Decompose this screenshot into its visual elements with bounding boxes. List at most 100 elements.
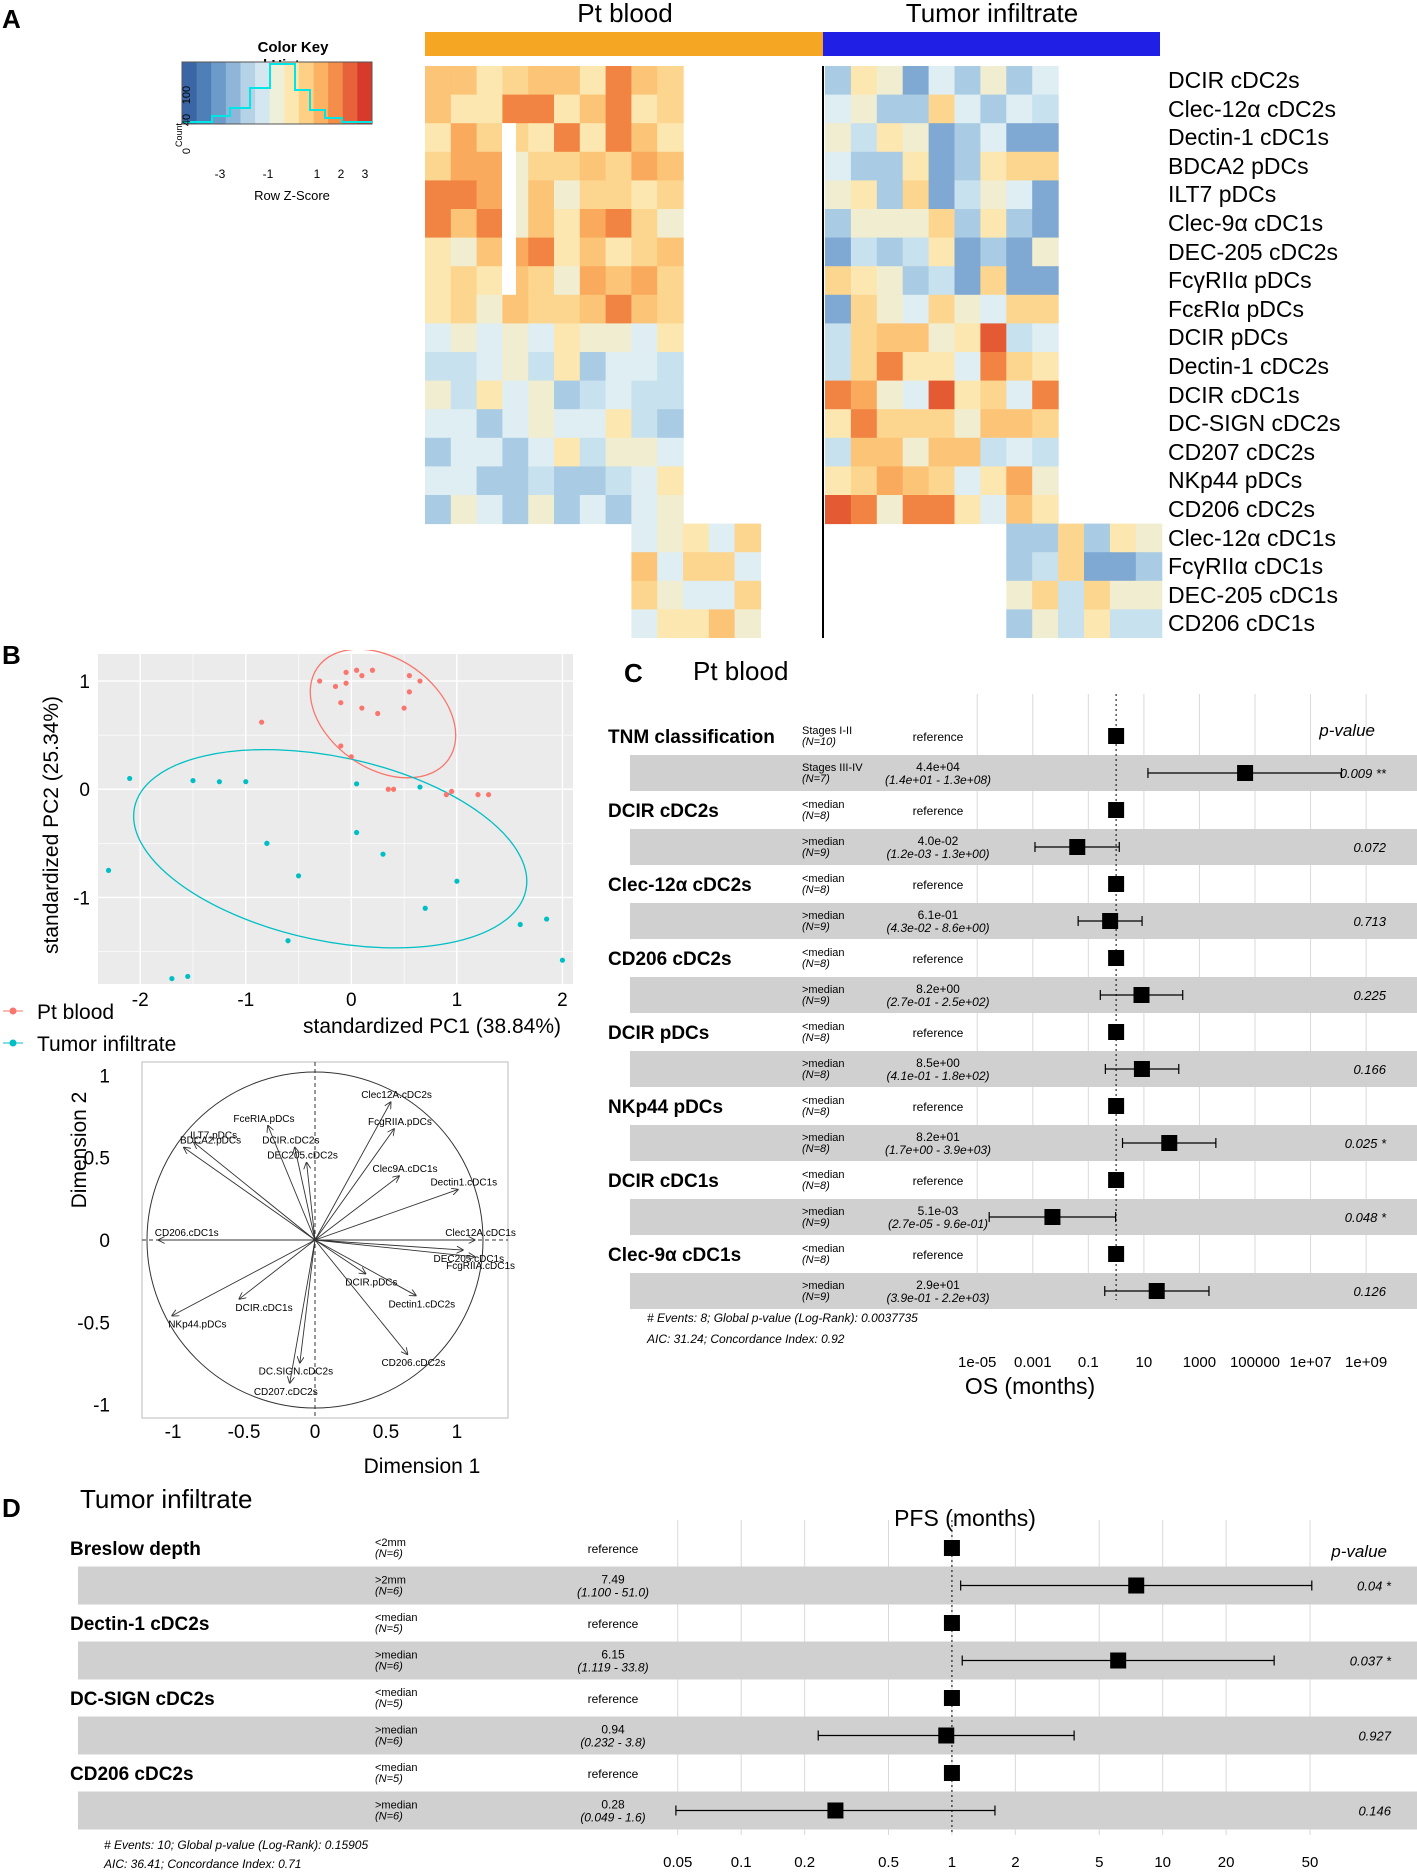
forest-ci: (2.7e-05 - 9.6e-01) [888, 1217, 988, 1231]
loading-vector [314, 1239, 365, 1274]
loading-vector [295, 1148, 316, 1241]
heatmap-cell [450, 266, 478, 296]
heatmap-cell [902, 180, 930, 210]
heatmap-cell [902, 294, 930, 324]
pca-point-tumor [454, 878, 460, 884]
pca-point-blood [343, 680, 349, 686]
forest-group-label: <median [802, 799, 845, 811]
heatmap-cell [1032, 580, 1059, 610]
count-tick: 100 [181, 86, 193, 104]
heatmap-cell [1032, 466, 1059, 496]
loading-label: DCIR.cDC2s [262, 1136, 319, 1147]
heatmap-cell [850, 266, 878, 296]
heatmap-cell [579, 66, 607, 96]
forest-pvalue: 0.037 * [1350, 1654, 1392, 1669]
pca-point-blood [332, 683, 339, 690]
forest-group-n: (N=6) [375, 1736, 403, 1748]
heatmap-cell [657, 495, 684, 525]
loading-label: FcgRIIA.pDCs [368, 1117, 432, 1128]
heatmap-cell [657, 94, 684, 124]
forest-row-band [630, 903, 1417, 939]
heatmap-cell [928, 495, 956, 525]
heatmap-row-label: CD207 cDC2s [1168, 438, 1315, 465]
heatmap-cell [605, 151, 633, 181]
forest-c-xlabel: OS (months) [965, 1373, 1095, 1399]
heatmap-cell [902, 266, 930, 296]
heatmap-cell [502, 94, 529, 124]
heatmap-cell [605, 466, 633, 496]
forest-variable-label: DCIR cDC2s [608, 801, 719, 822]
pca-point-blood [449, 788, 455, 795]
pca-point-blood [375, 710, 381, 717]
color-key-swatch [342, 62, 358, 124]
panel-d-title: Tumor infiltrate [80, 1484, 253, 1514]
heatmap-row-label: FcγRIIα cDC1s [1168, 553, 1324, 580]
forest-variable-label: Breslow depth [70, 1539, 201, 1560]
forest-ci: (1.119 - 33.8) [577, 1661, 648, 1675]
heatmap-cell [657, 66, 684, 96]
heatmap-cell [554, 380, 581, 410]
pca-point-blood [338, 743, 344, 749]
forest-group-n: (N=8) [802, 810, 830, 822]
heatmap-cell [1109, 580, 1137, 610]
heatmap-cell [980, 323, 1007, 353]
heatmap-cell [876, 180, 904, 210]
heatmap-cell [425, 209, 452, 239]
forest-hr: 8.5e+00 [916, 1056, 960, 1070]
heatmap-cell [980, 209, 1007, 239]
heatmap-cell [708, 580, 736, 610]
loading-label: Clec9A.cDC1s [372, 1164, 437, 1175]
forest-group-label: >median [802, 1058, 845, 1070]
panel-c-title: Pt blood [693, 656, 789, 686]
forest-reference: reference [913, 1248, 964, 1262]
forest-c-pvalue-header: p-value [1318, 721, 1375, 740]
heatmap-cell [1006, 66, 1033, 96]
heatmap-cell [657, 580, 684, 610]
heatmap-cell [825, 495, 852, 525]
forest-group-n: (N=6) [375, 1811, 403, 1823]
heatmap-cell [825, 66, 852, 96]
forest-reference: reference [588, 1617, 639, 1631]
heatmap-cell [980, 409, 1007, 439]
heatmap-cell [631, 352, 658, 382]
pca-xlabel: standardized PC1 (38.84%) [303, 1015, 561, 1038]
color-key-swatch [255, 62, 271, 124]
heatmap-row-label: DCIR cDC1s [1168, 381, 1300, 408]
heatmap-cell [476, 294, 504, 324]
forest-reference: reference [913, 730, 964, 744]
z-tick: -1 [263, 167, 274, 181]
forest-estimate-marker [1102, 913, 1119, 929]
heatmap-cell [928, 380, 956, 410]
heatmap-cell [850, 123, 878, 153]
forest-row-band [630, 977, 1417, 1013]
heatmap-cell [928, 180, 956, 210]
heatmap-cell [476, 466, 504, 496]
heatmap-cell [954, 380, 981, 410]
forest-group-n: (N=6) [375, 1661, 403, 1673]
heatmap-cell [579, 237, 607, 267]
heatmap-cell [928, 323, 956, 353]
heatmap-cell [579, 466, 607, 496]
forest-pvalue: 0.072 [1353, 840, 1386, 855]
heatmap-cell [528, 352, 555, 382]
loading-vector [300, 1239, 316, 1363]
heatmap-cell [954, 466, 981, 496]
heatmap-cell [554, 266, 581, 296]
heatmap-cell [476, 151, 504, 181]
z-tick: -3 [215, 167, 226, 181]
heatmap-cell [980, 151, 1007, 181]
forest-group-n: (N=8) [802, 1254, 830, 1266]
circle-xtick: 1 [452, 1422, 463, 1443]
forest-group-n: (N=8) [802, 1143, 830, 1155]
heatmap-cell [425, 409, 452, 439]
heatmap-cell [502, 409, 529, 439]
loading-label: ILT7.pDCs [190, 1131, 237, 1142]
loading-vector [314, 1239, 463, 1250]
heatmap-cell [579, 409, 607, 439]
heatmap-cell [605, 380, 633, 410]
color-key-swatch [225, 62, 241, 124]
heatmap-cell [902, 409, 930, 439]
color-key-swatch [211, 62, 227, 124]
forest-group-label: <median [375, 1762, 418, 1774]
loading-label: Clec12A.cDC1s [445, 1228, 516, 1239]
